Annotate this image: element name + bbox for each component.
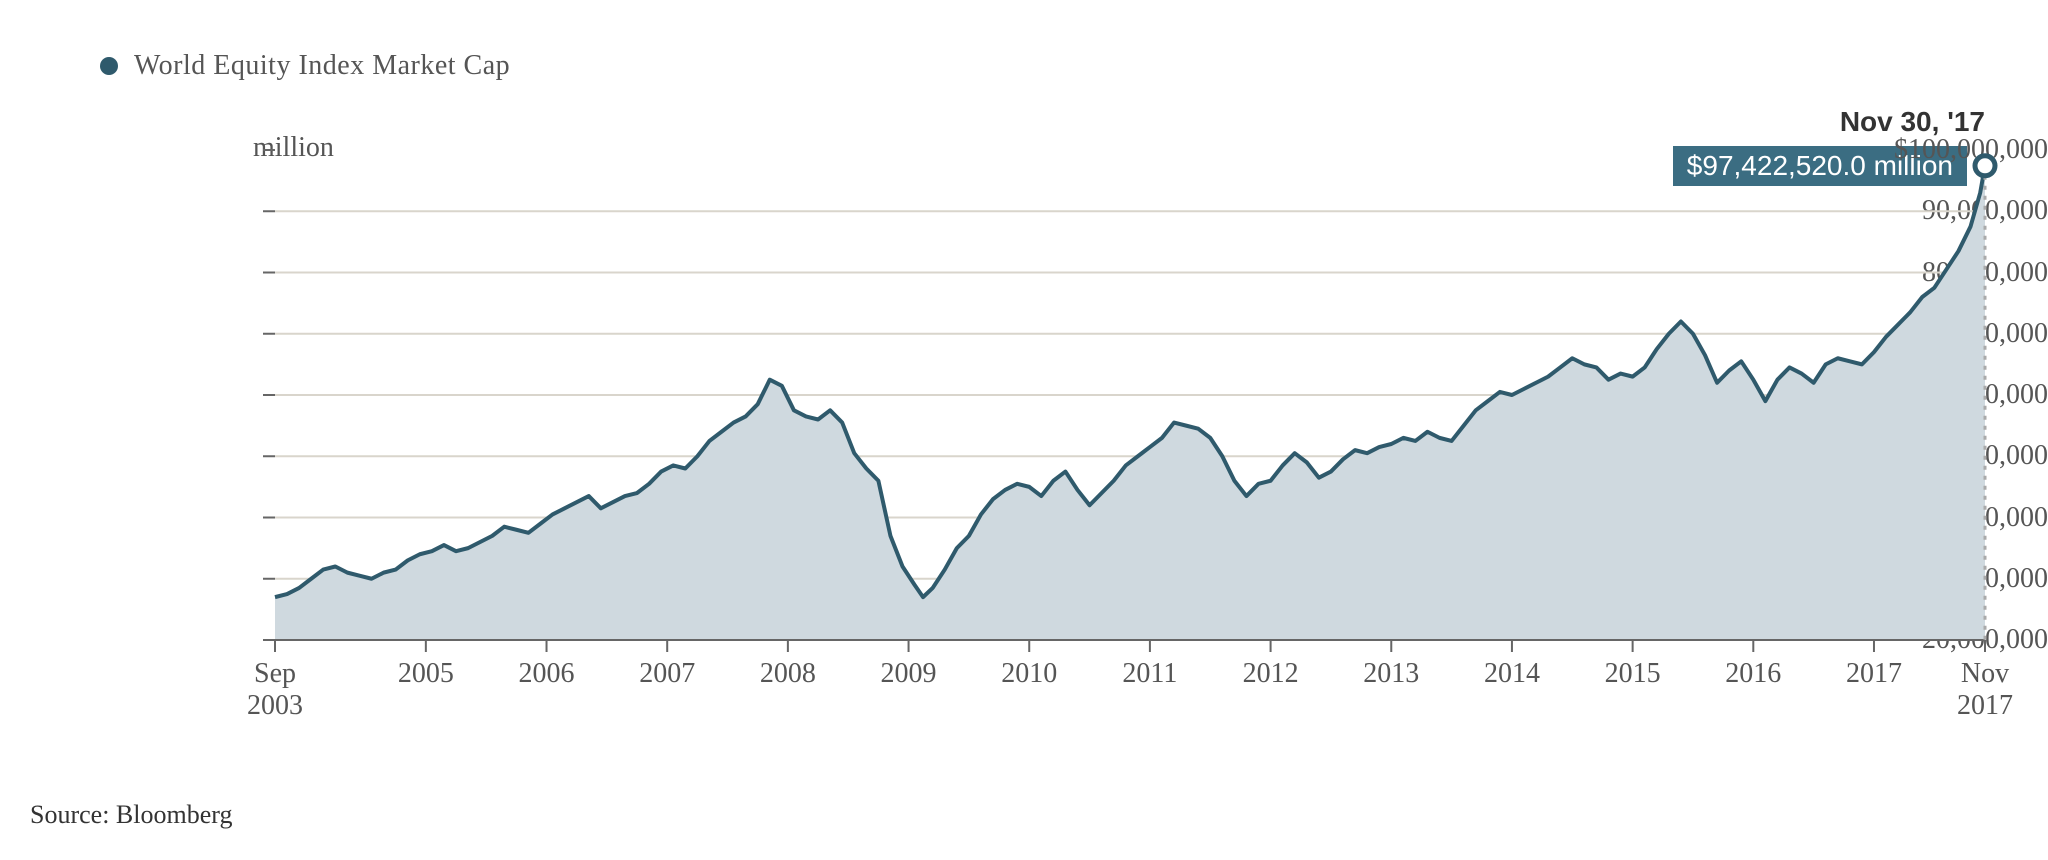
source-attribution: Source: Bloomberg: [30, 800, 232, 830]
area-chart: [0, 0, 2048, 860]
chart-container: World Equity Index Market Cap Nov 30, '1…: [0, 0, 2048, 860]
